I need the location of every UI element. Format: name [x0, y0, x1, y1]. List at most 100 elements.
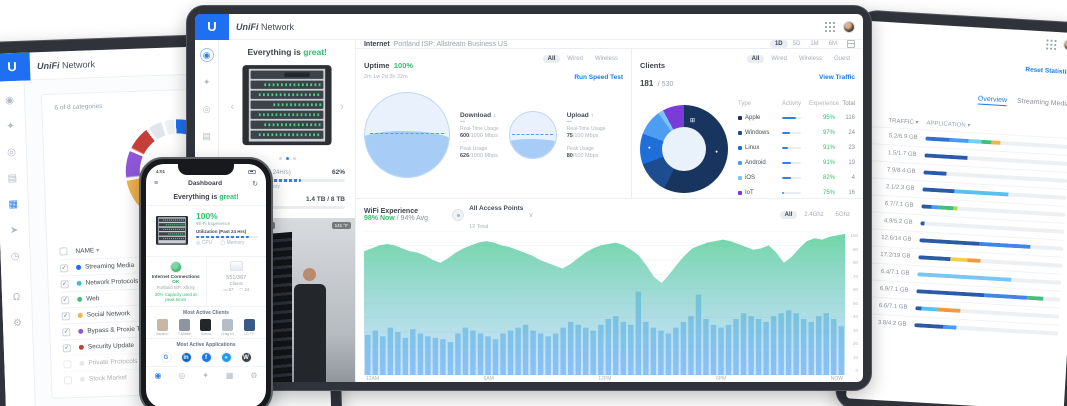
client-thumb[interactable]: Sonos: [199, 319, 212, 336]
client-label: Sonos: [201, 332, 211, 336]
phone-wifi-value: 100%: [196, 211, 218, 221]
app-icon[interactable]: f: [200, 352, 212, 363]
application-table: TRAFFIC ▾ APPLICATION ▾ 5.2/6.9 GB: [850, 106, 1067, 343]
client-thumb[interactable]: Sarah's iPhone: [156, 319, 169, 336]
range-tab-1m[interactable]: 1M: [810, 41, 819, 47]
sidebar-icon[interactable]: ▦: [8, 198, 19, 211]
app-grid-icon[interactable]: [824, 21, 835, 32]
category-color-dot: [79, 376, 86, 382]
clients-tab-all[interactable]: All: [746, 55, 765, 63]
phone-status-bar: 4:01: [146, 164, 266, 176]
tab-streaming-media[interactable]: Streaming Media: [1016, 97, 1067, 108]
row-checkbox[interactable]: ✓: [61, 295, 70, 304]
clients-tab-wireless[interactable]: Wireless: [798, 56, 822, 62]
internet-connections-card[interactable]: Internet Connections OK Portland ISP: Xf…: [146, 257, 206, 306]
tab-bar-icon[interactable]: ◎: [178, 370, 186, 380]
clients-donut-chart[interactable]: ⊞ ● ●: [639, 104, 728, 193]
row-checkbox[interactable]: ✓: [60, 279, 69, 288]
application-column-header[interactable]: APPLICATION ▾: [926, 119, 971, 129]
band-tab-5ghz[interactable]: 5Ghz: [835, 212, 850, 218]
hamburger-menu-icon[interactable]: ≡: [154, 180, 159, 187]
type-color-dot: [737, 160, 742, 165]
row-checkbox[interactable]: [63, 375, 73, 384]
sidebar-icon[interactable]: ▤: [7, 172, 18, 185]
tab-bar-icon[interactable]: ◉: [154, 370, 162, 380]
y-axis-label: 50: [852, 300, 858, 306]
app-icon[interactable]: in: [180, 352, 192, 363]
band-tab-all[interactable]: All: [779, 211, 798, 219]
app-icon[interactable]: G: [160, 352, 172, 363]
table-row[interactable]: Linux 91% 23: [737, 140, 855, 155]
unifi-logo[interactable]: U: [195, 14, 229, 40]
y-axis-label: 0: [855, 368, 858, 374]
type-color-dot: [737, 115, 742, 120]
phone-nav-bar: ≡ Dashboard ↻: [146, 176, 266, 191]
app-icon[interactable]: W: [240, 352, 252, 363]
wifi-experience-chart[interactable]: 12AM 6AM 12PM 6PM NOW 100 90 80 70 60 50 40 30 20 10 0: [356, 231, 863, 382]
table-row[interactable]: Apple 95% 116: [737, 110, 855, 125]
clients-tab-guest[interactable]: Guest: [833, 56, 850, 62]
sidebar-icon[interactable]: ◎: [202, 103, 211, 114]
x-axis-label: 12AM: [365, 376, 380, 382]
sidebar-icon[interactable]: ◎: [6, 146, 17, 159]
table-row[interactable]: Windows 97% 24: [737, 125, 855, 140]
avatar[interactable]: [1062, 38, 1067, 52]
reset-statistics-link[interactable]: Reset Statistics: [1025, 66, 1067, 77]
client-label: T-Mobile iPhone: [177, 332, 191, 336]
row-checkbox[interactable]: [63, 359, 72, 368]
ap-selector-label: All Access Points: [469, 205, 524, 212]
clients-tab-wired[interactable]: Wired: [771, 56, 787, 62]
filter-tab-wired[interactable]: Wired: [567, 56, 583, 62]
wireless-count: ◠ 24: [239, 287, 250, 292]
avatar[interactable]: [843, 20, 855, 33]
sidebar-icon[interactable]: ◉: [199, 48, 214, 62]
run-speed-test-link[interactable]: Run Speed Test: [574, 74, 623, 81]
row-checkbox[interactable]: ✓: [61, 311, 70, 320]
row-checkbox[interactable]: ✓: [62, 343, 71, 352]
range-tab-5d[interactable]: 5D: [792, 41, 801, 47]
tab-overview[interactable]: Overview: [977, 95, 1008, 107]
client-thumb[interactable]: T-Mobile iPhone: [178, 319, 191, 336]
table-row[interactable]: iOS 82% 4: [737, 170, 855, 185]
y-axis-label: 90: [852, 246, 858, 252]
sidebar-icon[interactable]: ⚙: [12, 317, 23, 330]
sidebar-icon[interactable]: Ω: [12, 291, 21, 304]
access-point-selector[interactable]: All Access Points 12 Total ∨: [452, 197, 770, 233]
refresh-icon[interactable]: ↻: [252, 180, 258, 188]
table-row[interactable]: IoT 75% 16: [737, 185, 855, 200]
phone-clients-card[interactable]: 551/367 Clients ▭ 57 ◠ 24: [205, 257, 267, 306]
sidebar-icon[interactable]: ◉: [5, 95, 15, 107]
tab-bar-icon[interactable]: ▦: [225, 370, 234, 380]
sidebar-icon[interactable]: ▤: [202, 130, 211, 141]
sidebar-icon[interactable]: ◷: [10, 250, 20, 263]
phone-wifi-card[interactable]: 100% Wi-Fi Experience Utilization (Past …: [146, 206, 266, 257]
tab-bar-icon[interactable]: ✦: [202, 370, 209, 380]
wifi-experience-label: WiFi Experience: [363, 208, 418, 215]
sidebar-icon[interactable]: ➤: [9, 224, 19, 237]
filter-tab-wireless[interactable]: Wireless: [594, 56, 618, 62]
row-checkbox[interactable]: ✓: [62, 327, 71, 336]
client-thumb[interactable]: LG TV: [243, 319, 256, 336]
filter-tab-all[interactable]: All: [542, 55, 561, 63]
band-tab-24ghz[interactable]: 2.4Ghz: [804, 212, 824, 218]
total-value: 116: [845, 114, 855, 121]
carousel-next-icon[interactable]: ›: [340, 101, 344, 113]
sidebar-icon[interactable]: ✦: [202, 76, 211, 87]
client-thumb[interactable]: Craig's MacBook: [221, 319, 234, 336]
app-title: UniFi Network: [236, 21, 295, 32]
traffic-column-header[interactable]: TRAFFIC ▾: [888, 117, 919, 126]
sidebar-icon[interactable]: ✦: [6, 121, 15, 133]
app-icon[interactable]: ●: [220, 352, 232, 363]
calendar-icon[interactable]: [847, 40, 855, 48]
select-all-checkbox[interactable]: [59, 247, 68, 256]
range-tab-1d[interactable]: 1D: [769, 40, 788, 48]
carousel-dots[interactable]: [219, 153, 355, 166]
tab-bar-icon[interactable]: ⚙: [250, 370, 258, 380]
carousel-prev-icon[interactable]: ‹: [230, 101, 235, 113]
range-tab-6m[interactable]: 6M: [828, 41, 837, 47]
app-grid-icon[interactable]: [1045, 37, 1057, 50]
view-traffic-link[interactable]: View Traffic: [818, 74, 855, 81]
table-row[interactable]: Android 91% 19: [737, 155, 855, 170]
row-checkbox[interactable]: ✓: [59, 263, 69, 273]
